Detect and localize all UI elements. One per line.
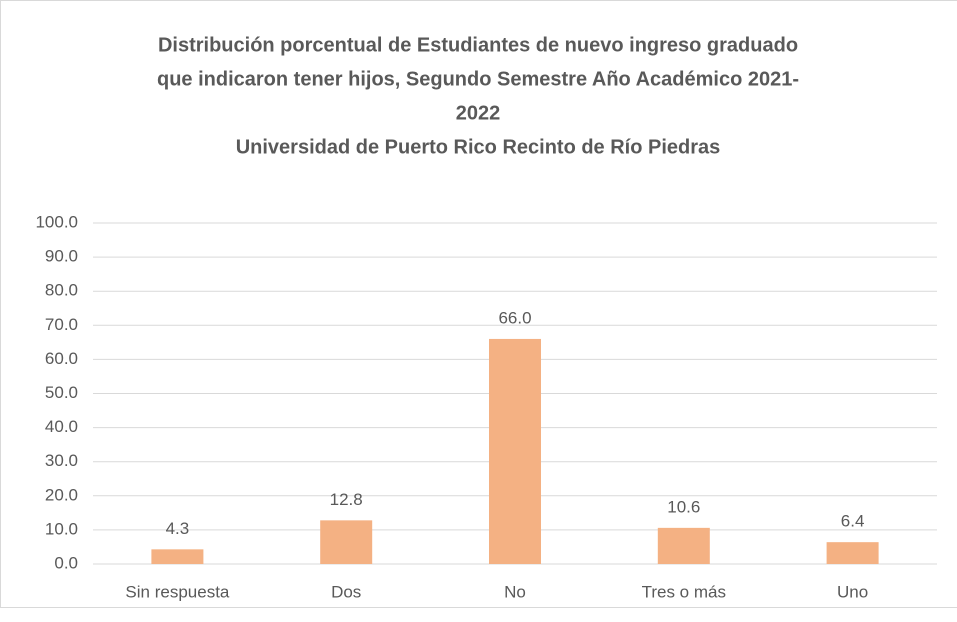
y-tick-label: 90.0 [45, 247, 78, 266]
chart-title: 2022 [456, 102, 501, 124]
chart-title: Distribución porcentual de Estudiantes d… [158, 34, 798, 56]
y-tick-label: 10.0 [45, 519, 78, 538]
y-tick-label: 60.0 [45, 349, 78, 368]
data-label: 6.4 [841, 512, 865, 531]
y-tick-label: 70.0 [45, 315, 78, 334]
x-tick-label: Sin respuesta [125, 582, 229, 601]
bar [826, 542, 879, 564]
y-tick-label: 30.0 [45, 451, 78, 470]
data-label: 12.8 [330, 490, 363, 509]
bar [151, 549, 204, 564]
data-label: 10.6 [667, 497, 700, 516]
data-label: 66.0 [498, 308, 531, 327]
y-tick-label: 0.0 [54, 553, 78, 572]
y-tick-label: 50.0 [45, 383, 78, 402]
bar [320, 520, 373, 564]
chart-title: Universidad de Puerto Rico Recinto de Rí… [236, 136, 721, 158]
y-tick-label: 20.0 [45, 485, 78, 504]
chart-border [0, 0, 957, 608]
data-label: 4.3 [166, 519, 190, 538]
y-tick-label: 80.0 [45, 281, 78, 300]
x-tick-label: Dos [331, 582, 361, 601]
y-tick-label: 100.0 [35, 212, 78, 231]
bar [657, 527, 710, 564]
bar [489, 338, 541, 564]
y-tick-label: 40.0 [45, 417, 78, 436]
x-tick-label: Uno [837, 582, 868, 601]
x-tick-label: Tres o más [642, 582, 726, 601]
chart-title: que indicaron tener hijos, Segundo Semes… [157, 68, 799, 90]
x-tick-label: No [504, 582, 526, 601]
